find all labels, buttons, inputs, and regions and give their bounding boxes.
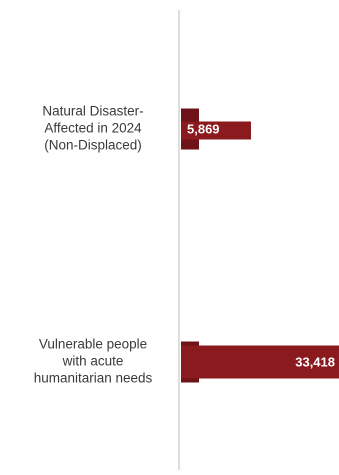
category-label-line: Vulnerable people [39, 337, 147, 352]
category-label-line: with acute [62, 354, 124, 369]
category-label-line: (Non-Displaced) [44, 138, 142, 153]
bars-group: 5,869 Natural Disaster- Affected in 2024 (N… [34, 104, 339, 386]
bar [181, 121, 251, 140]
bar [181, 345, 339, 379]
category-label: Natural Disaster- Affected in 2024 (Non-Di… [42, 104, 143, 153]
category-label-line: humanitarian needs [34, 371, 153, 386]
value-label: 5,869 [187, 121, 220, 136]
category-label-line: Natural Disaster- [42, 104, 143, 119]
value-label: 33,418 [295, 354, 335, 369]
category-label-line: Affected in 2024 [44, 121, 142, 136]
category-label: Vulnerable people with acute humanitarian … [34, 337, 153, 386]
